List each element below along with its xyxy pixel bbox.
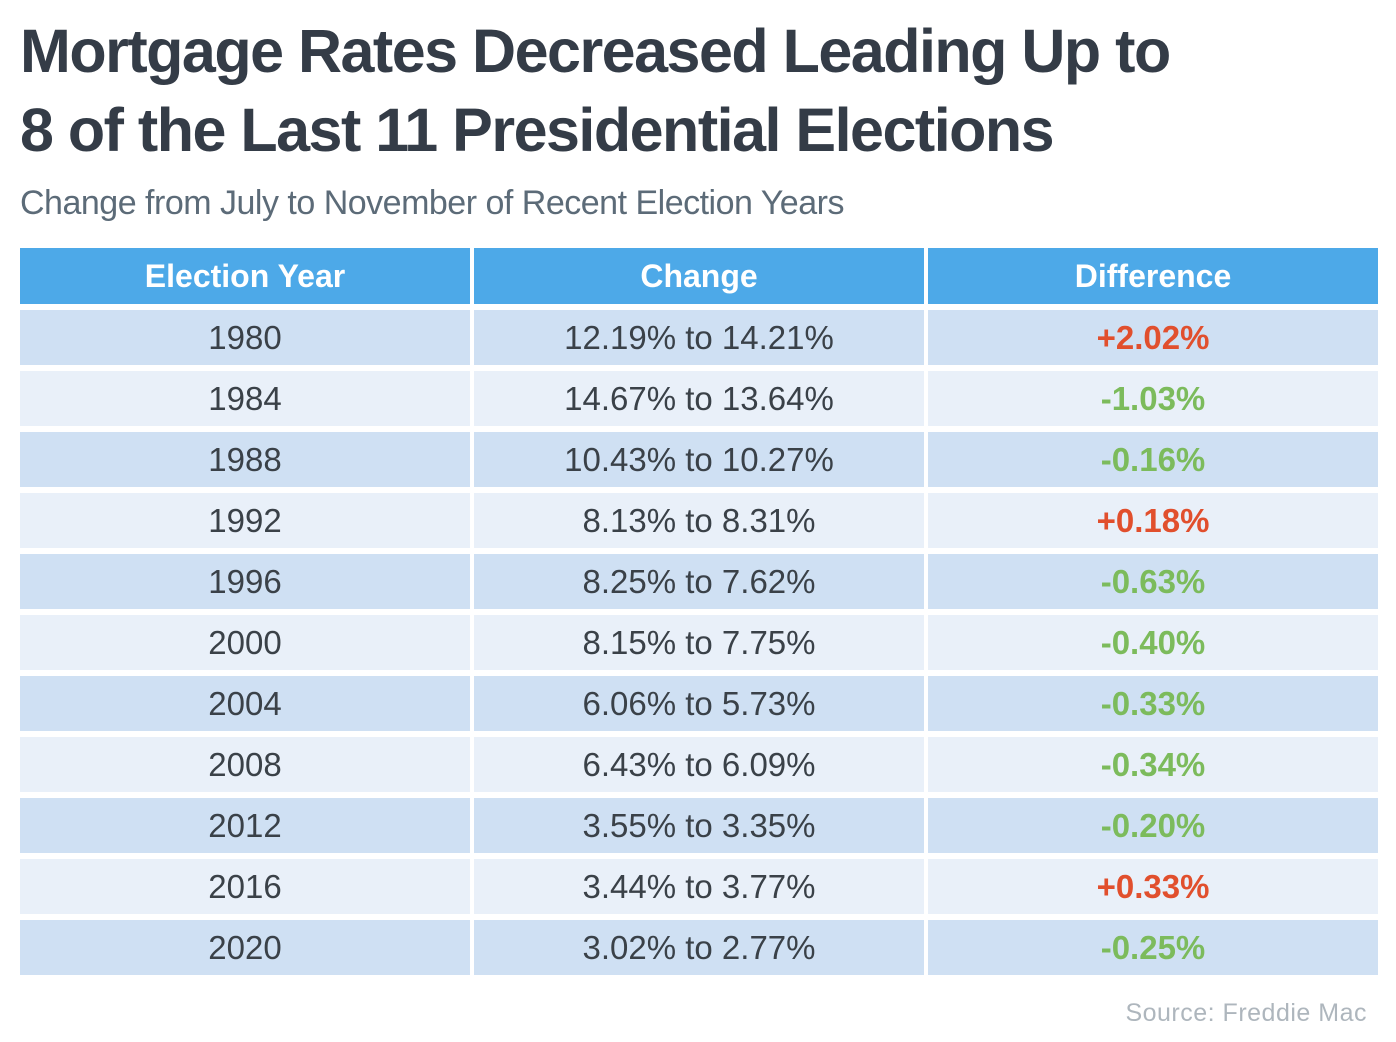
change-cell: 6.43% to 6.09% [474,737,924,792]
page-subtitle: Change from July to November of Recent E… [20,184,844,222]
election-year-cell: 1988 [20,432,470,487]
difference-cell: -0.25% [928,920,1378,975]
election-year-cell: 2012 [20,798,470,853]
difference-cell: -0.33% [928,676,1378,731]
difference-cell: -0.40% [928,615,1378,670]
change-cell: 3.55% to 3.35% [474,798,924,853]
difference-cell: -0.34% [928,737,1378,792]
difference-cell: -1.03% [928,371,1378,426]
change-cell: 3.44% to 3.77% [474,859,924,914]
page-title: Mortgage Rates Decreased Leading Up to 8… [20,12,1378,170]
election-year-cell: 1984 [20,371,470,426]
election-year-cell: 2016 [20,859,470,914]
change-cell: 8.25% to 7.62% [474,554,924,609]
election-year-cell: 1992 [20,493,470,548]
election-year-cell: 2000 [20,615,470,670]
change-cell: 6.06% to 5.73% [474,676,924,731]
change-cell: 3.02% to 2.77% [474,920,924,975]
change-cell: 14.67% to 13.64% [474,371,924,426]
column-header-difference: Difference [928,248,1378,304]
change-cell: 12.19% to 14.21% [474,310,924,365]
source-credit: Source: Freddie Mac [1125,999,1367,1027]
change-cell: 8.15% to 7.75% [474,615,924,670]
election-year-cell: 1996 [20,554,470,609]
column-header-change: Change [474,248,924,304]
election-year-cell: 2004 [20,676,470,731]
difference-cell: -0.20% [928,798,1378,853]
column-header-election-year: Election Year [20,248,470,304]
change-cell: 10.43% to 10.27% [474,432,924,487]
difference-cell: -0.63% [928,554,1378,609]
title-line-1: Mortgage Rates Decreased Leading Up to [20,17,1171,85]
election-year-cell: 1980 [20,310,470,365]
difference-cell: +0.33% [928,859,1378,914]
mortgage-rates-table: Election Year Change Difference 1980 12.… [20,248,1378,975]
infographic: Mortgage Rates Decreased Leading Up to 8… [20,10,1378,1028]
election-year-cell: 2020 [20,920,470,975]
difference-cell: +0.18% [928,493,1378,548]
election-year-cell: 2008 [20,737,470,792]
difference-cell: +2.02% [928,310,1378,365]
change-cell: 8.13% to 8.31% [474,493,924,548]
title-line-2: 8 of the Last 11 Presidential Elections [20,96,1055,164]
difference-cell: -0.16% [928,432,1378,487]
